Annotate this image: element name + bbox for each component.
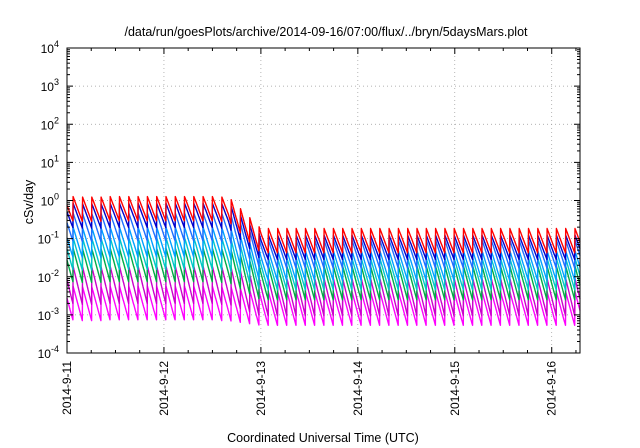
- x-axis-label: Coordinated Universal Time (UTC): [227, 431, 419, 445]
- series-line-6: [66, 247, 581, 301]
- y-tick-label: 10-3: [38, 306, 59, 323]
- axis-ticks: 104 103 102 101 100 10-1 10-2 10-3 10-42014-9-11…: [38, 39, 580, 416]
- y-tick-label: 10-4: [38, 344, 59, 361]
- x-tick-label: 2014-9-11: [60, 361, 74, 415]
- series-line-7: [66, 265, 581, 317]
- y-tick-label: 100: [41, 192, 59, 209]
- x-tick-label: 2014-9-15: [448, 361, 462, 416]
- x-tick-label: 2014-9-12: [157, 361, 171, 416]
- series-line-8: [66, 285, 581, 326]
- x-tick-label: 2014-9-13: [254, 361, 268, 416]
- series-line-2: [66, 202, 581, 261]
- y-axis-label: cSv/day: [22, 179, 36, 224]
- y-tick-label: 104: [41, 39, 59, 56]
- y-tick-label: 10-1: [38, 230, 59, 247]
- series-line-5: [66, 236, 581, 291]
- series-line-1: [66, 195, 581, 254]
- y-tick-label: 103: [41, 77, 59, 94]
- series-group: [66, 195, 581, 326]
- y-tick-label: 10-2: [38, 268, 59, 285]
- y-tick-label: 101: [41, 153, 59, 170]
- x-tick-label: 2014-9-16: [545, 361, 559, 416]
- y-tick-label: 102: [41, 115, 59, 132]
- x-tick-label: 2014-9-14: [351, 361, 365, 416]
- series-line-4: [66, 226, 581, 282]
- chart-title: /data/run/goesPlots/archive/2014-09-16/0…: [124, 25, 528, 39]
- series-line-3: [66, 212, 581, 269]
